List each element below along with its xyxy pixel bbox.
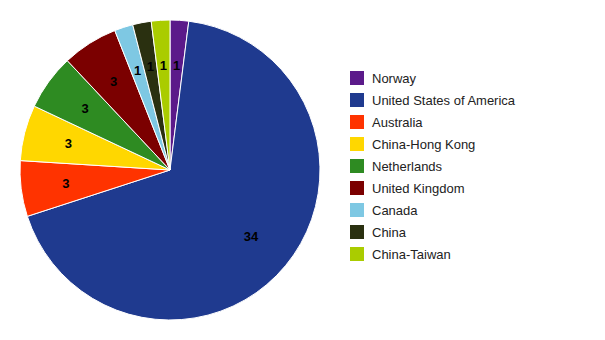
legend-swatch	[350, 159, 364, 173]
legend-swatch	[350, 181, 364, 195]
legend-label: China-Hong Kong	[372, 137, 475, 152]
data-label: 1	[134, 63, 141, 78]
legend-label: Canada	[372, 203, 418, 218]
legend-swatch	[350, 203, 364, 217]
legend-label: Australia	[372, 115, 423, 130]
legend: Norway United States of America Australia C…	[350, 71, 516, 262]
pie-slice	[151, 20, 170, 170]
legend-label: China-Taiwan	[372, 247, 451, 262]
data-labels: 1343333111	[62, 58, 259, 245]
legend-label: United Kingdom	[372, 181, 465, 196]
data-label: 1	[173, 58, 180, 73]
data-label: 1	[147, 59, 154, 74]
legend-swatch	[350, 93, 364, 107]
legend-swatch	[350, 247, 364, 261]
data-label: 3	[110, 74, 117, 89]
legend-label: Netherlands	[372, 159, 443, 174]
legend-swatch	[350, 225, 364, 239]
legend-swatch	[350, 115, 364, 129]
legend-label: United States of America	[372, 93, 516, 108]
slices	[20, 20, 320, 320]
data-label: 1	[160, 58, 167, 73]
legend-swatch	[350, 71, 364, 85]
chart: 1343333111NorwayUnited States of America…	[0, 0, 605, 340]
legend-label: Norway	[372, 71, 417, 86]
data-label: 3	[62, 176, 69, 191]
legend-label: China	[372, 225, 407, 240]
data-label: 34	[244, 229, 259, 244]
data-label: 3	[81, 101, 88, 116]
chart-container: 1343333111NorwayUnited States of America…	[0, 0, 605, 340]
data-label: 3	[65, 136, 72, 151]
legend-swatch	[350, 137, 364, 151]
